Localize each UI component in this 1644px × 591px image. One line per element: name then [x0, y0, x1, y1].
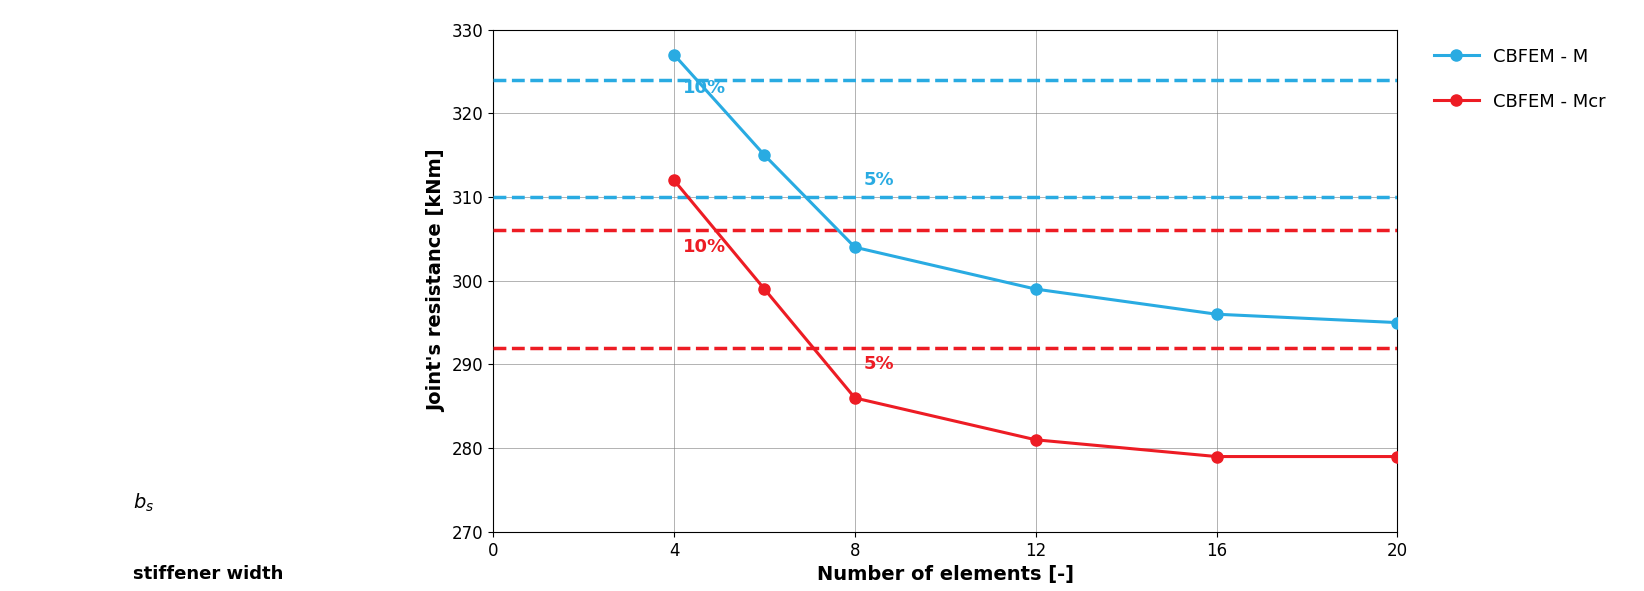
Text: stiffener width: stiffener width [133, 565, 283, 583]
X-axis label: Number of elements [-]: Number of elements [-] [817, 565, 1074, 584]
Legend: CBFEM - M, CBFEM - Mcr: CBFEM - M, CBFEM - Mcr [1424, 38, 1614, 120]
Y-axis label: Joint's resistance [kNm]: Joint's resistance [kNm] [427, 150, 446, 412]
Text: 10%: 10% [684, 238, 727, 256]
Text: $b_s$: $b_s$ [133, 491, 155, 514]
Text: 5%: 5% [865, 355, 894, 374]
Text: 5%: 5% [865, 171, 894, 189]
Text: 10%: 10% [684, 79, 727, 97]
